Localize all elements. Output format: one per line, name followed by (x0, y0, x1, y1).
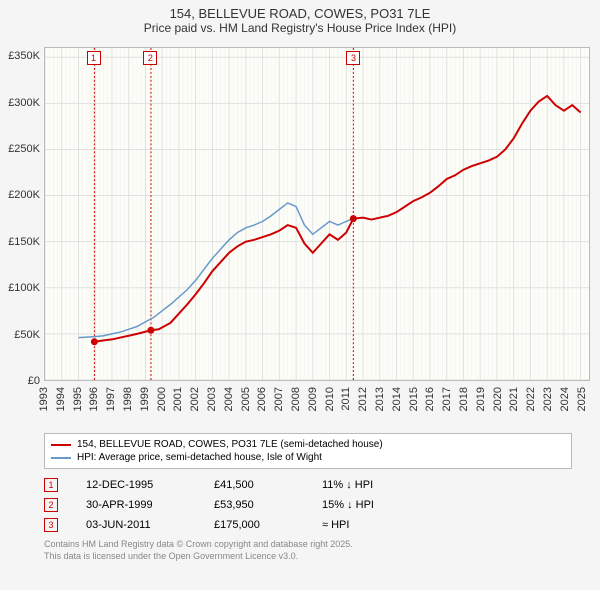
title-address: 154, BELLEVUE ROAD, COWES, PO31 7LE (0, 6, 600, 21)
sales-row: 3 03-JUN-2011 £175,000 ≈ HPI (44, 515, 572, 535)
x-tick-label: 2001 (172, 387, 184, 411)
legend-row: 154, BELLEVUE ROAD, COWES, PO31 7LE (sem… (51, 438, 565, 451)
x-tick-label: 2019 (475, 387, 487, 411)
sale-delta: ≈ HPI (322, 519, 412, 531)
plot-svg (45, 48, 589, 380)
x-tick-label: 2022 (525, 387, 537, 411)
y-tick-label: £100K (8, 282, 40, 294)
x-tick-label: 2008 (290, 387, 302, 411)
x-tick-label: 2024 (559, 387, 571, 411)
x-tick-label: 2004 (223, 387, 235, 411)
plot-area (44, 47, 590, 381)
y-tick-label: £200K (8, 189, 40, 201)
x-tick-label: 2014 (391, 387, 403, 411)
chart-container: 154, BELLEVUE ROAD, COWES, PO31 7LE Pric… (0, 0, 600, 590)
x-tick-label: 1996 (88, 387, 100, 411)
sales-row: 2 30-APR-1999 £53,950 15% ↓ HPI (44, 495, 572, 515)
x-tick-label: 1994 (55, 387, 67, 411)
x-tick-label: 2025 (576, 387, 588, 411)
x-tick-label: 2016 (424, 387, 436, 411)
sale-marker-icon: 2 (44, 498, 58, 512)
y-tick-label: £350K (8, 50, 40, 62)
y-tick-label: £150K (8, 236, 40, 248)
sale-marker-icon: 3 (44, 518, 58, 532)
y-tick-label: £300K (8, 97, 40, 109)
sale-delta: 11% ↓ HPI (322, 479, 412, 491)
legend-swatch (51, 444, 71, 446)
x-tick-label: 2018 (458, 387, 470, 411)
sale-marker-icon: 1 (44, 478, 58, 492)
footnote-line2: This data is licensed under the Open Gov… (44, 551, 572, 563)
title-block: 154, BELLEVUE ROAD, COWES, PO31 7LE Pric… (0, 0, 600, 37)
x-tick-label: 2011 (340, 387, 352, 411)
chart-area: £0 £50K £100K £150K £200K £250K £300K £350K 199… (0, 37, 600, 427)
y-tick-label: £0 (28, 375, 40, 387)
x-tick-label: 2007 (273, 387, 285, 411)
sale-date: 03-JUN-2011 (86, 519, 186, 531)
x-tick-label: 2003 (206, 387, 218, 411)
x-tick-label: 1998 (122, 387, 134, 411)
sale-price: £175,000 (214, 519, 294, 531)
x-tick-label: 2000 (156, 387, 168, 411)
legend: 154, BELLEVUE ROAD, COWES, PO31 7LE (sem… (44, 433, 572, 469)
legend-row: HPI: Average price, semi-detached house,… (51, 451, 565, 464)
x-tick-label: 1997 (105, 387, 117, 411)
sale-price: £53,950 (214, 499, 294, 511)
y-tick-label: £50K (14, 329, 40, 341)
legend-label: HPI: Average price, semi-detached house,… (77, 452, 322, 463)
x-tick-label: 2017 (441, 387, 453, 411)
footnote-line1: Contains HM Land Registry data © Crown c… (44, 539, 572, 551)
x-tick-label: 1995 (72, 387, 84, 411)
x-tick-label: 2023 (542, 387, 554, 411)
x-tick-label: 2021 (508, 387, 520, 411)
footnote: Contains HM Land Registry data © Crown c… (44, 539, 572, 562)
x-tick-label: 1999 (139, 387, 151, 411)
x-tick-label: 2015 (408, 387, 420, 411)
sale-price: £41,500 (214, 479, 294, 491)
x-tick-label: 2010 (324, 387, 336, 411)
x-tick-label: 2005 (240, 387, 252, 411)
y-tick-label: £250K (8, 143, 40, 155)
sale-delta: 15% ↓ HPI (322, 499, 412, 511)
x-tick-label: 1993 (38, 387, 50, 411)
sale-date: 30-APR-1999 (86, 499, 186, 511)
x-tick-label: 2013 (374, 387, 386, 411)
x-tick-label: 2002 (189, 387, 201, 411)
title-subtitle: Price paid vs. HM Land Registry's House … (0, 21, 600, 35)
sale-marker-2: 2 (143, 51, 157, 65)
x-tick-label: 2009 (307, 387, 319, 411)
legend-label: 154, BELLEVUE ROAD, COWES, PO31 7LE (sem… (77, 439, 383, 450)
x-tick-label: 2006 (256, 387, 268, 411)
legend-swatch (51, 457, 71, 459)
sale-marker-3: 3 (346, 51, 360, 65)
x-tick-label: 2020 (492, 387, 504, 411)
sales-row: 1 12-DEC-1995 £41,500 11% ↓ HPI (44, 475, 572, 495)
sales-table: 1 12-DEC-1995 £41,500 11% ↓ HPI 2 30-APR-1999… (44, 475, 572, 535)
x-tick-label: 2012 (357, 387, 369, 411)
sale-date: 12-DEC-1995 (86, 479, 186, 491)
sale-marker-1: 1 (87, 51, 101, 65)
